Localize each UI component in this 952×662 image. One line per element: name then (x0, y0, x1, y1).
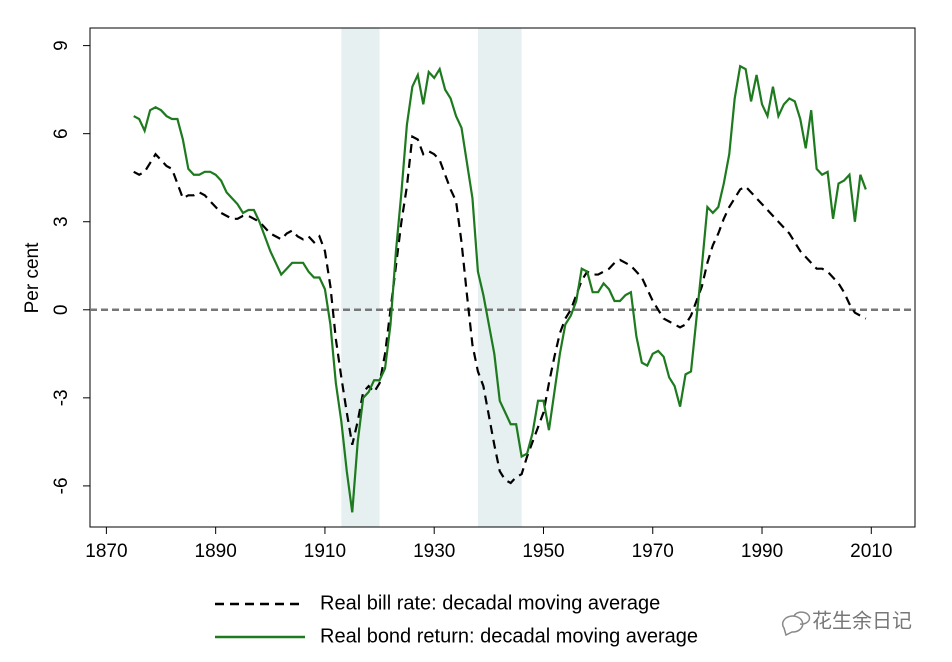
x-tick-label: 1970 (632, 541, 674, 562)
watermark-icon (781, 611, 811, 637)
y-tick-label: 3 (51, 216, 72, 227)
legend-label: Real bill rate: decadal moving average (320, 592, 660, 614)
series-line (133, 64, 867, 513)
x-tick-label: 1950 (522, 541, 564, 562)
shaded-region (341, 28, 380, 527)
watermark: 花生余日记 (812, 609, 912, 632)
y-tick-label: -3 (51, 389, 72, 406)
legend-label: Real bond return: decadal moving average (320, 625, 698, 647)
x-tick-label: 1930 (413, 541, 455, 562)
x-tick-label: 1990 (741, 541, 783, 562)
x-tick-label: 2010 (850, 541, 892, 562)
x-tick-label: 1890 (195, 541, 237, 562)
y-axis-label: Per cent (22, 242, 43, 313)
y-tick-label: -6 (51, 477, 72, 494)
y-tick-label: 9 (51, 40, 72, 51)
plot-frame (89, 27, 916, 528)
y-tick-label: 0 (51, 304, 72, 315)
y-tick-label: 6 (51, 128, 72, 139)
series-line (133, 134, 867, 485)
shaded-region (477, 28, 522, 527)
x-tick-label: 1910 (304, 541, 346, 562)
x-tick-label: 1870 (85, 541, 127, 562)
